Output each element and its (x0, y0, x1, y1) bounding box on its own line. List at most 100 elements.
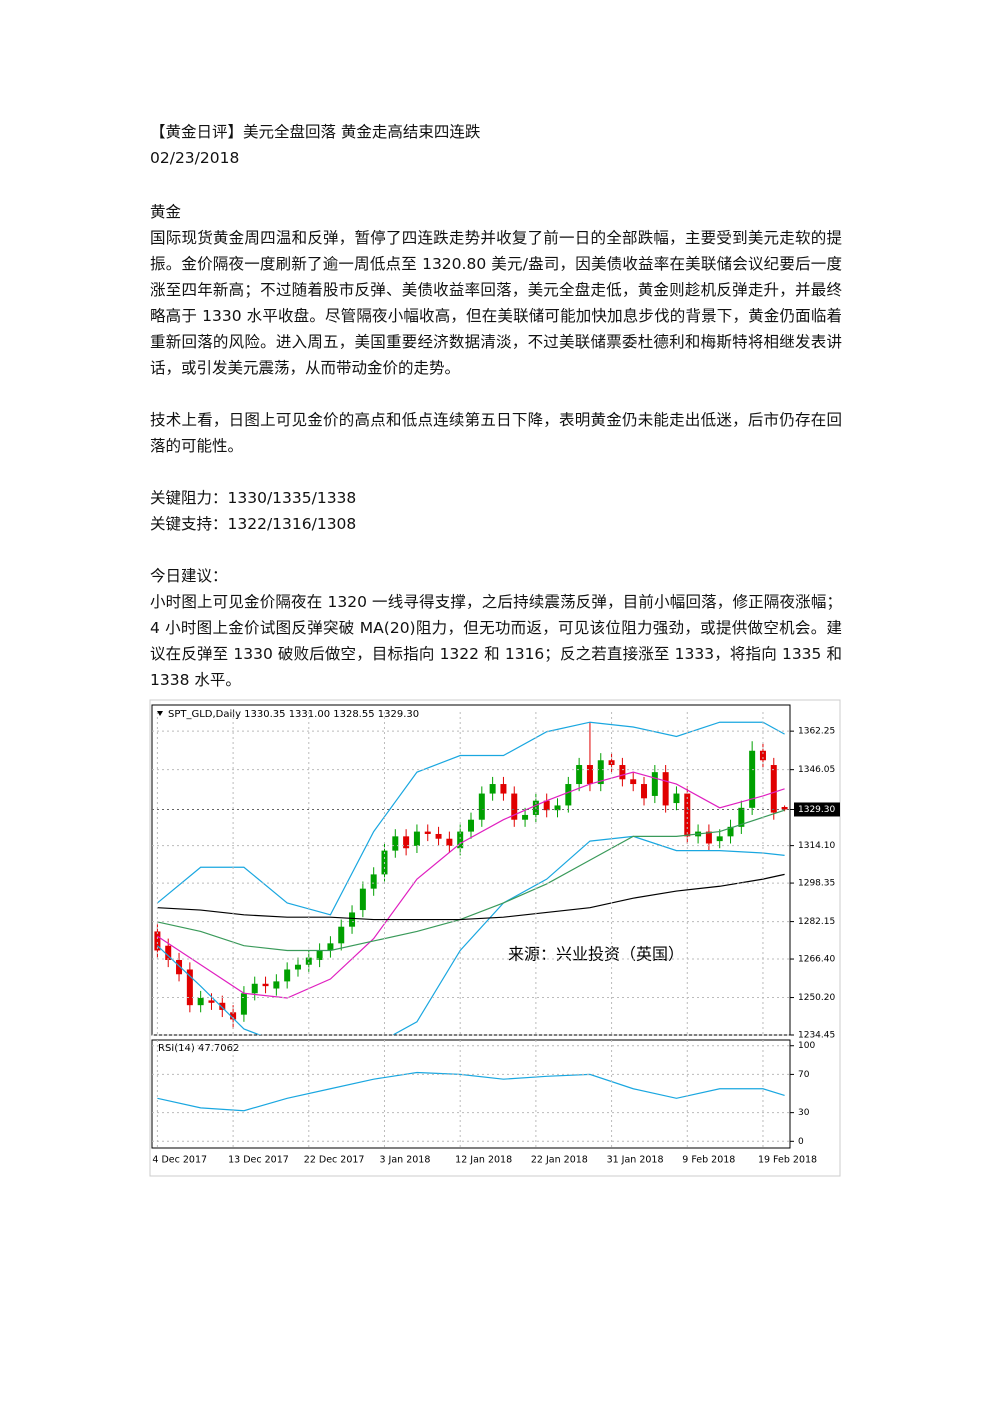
candle-body (186, 969, 193, 1006)
y-tick-label: 1282.15 (798, 917, 835, 927)
y-tick-label: 1298.35 (798, 879, 835, 889)
x-tick-label: 22 Dec 2017 (304, 1155, 365, 1166)
candle-body (208, 1000, 215, 1003)
x-tick-label: 31 Jan 2018 (607, 1155, 664, 1166)
y-tick-label: 1362.25 (798, 727, 835, 737)
x-tick-label: 3 Jan 2018 (379, 1155, 430, 1166)
y-tick-label: 1234.45 (798, 1031, 835, 1041)
candle-body (413, 831, 420, 846)
paragraph: 国际现货黄金周四温和反弹，暂停了四连跌走势并收复了前一日的全部跌幅，主要受到美元… (150, 229, 842, 377)
x-tick-label: 22 Jan 2018 (531, 1155, 588, 1166)
date: 02/23/2018 (150, 149, 240, 167)
candle-body (165, 945, 172, 960)
candle-body (673, 793, 680, 804)
y-tick-label: 30 (798, 1108, 810, 1118)
candle-body (630, 779, 637, 785)
section-heading: 黄金 (150, 203, 182, 221)
candle-body (230, 1012, 237, 1020)
candle-body (424, 831, 431, 834)
candle-body (554, 805, 561, 811)
candle-body (641, 784, 648, 799)
rsi-title: RSI(14) 47.7062 (158, 1043, 239, 1054)
y-tick-label: 100 (798, 1041, 815, 1051)
candle-body (327, 943, 334, 951)
candle-body (759, 750, 766, 761)
advice-heading: 今日建议： (150, 567, 228, 585)
candle-body (446, 838, 453, 846)
candle-body (619, 765, 626, 780)
rsi-line (157, 1071, 785, 1112)
header: 【黄金日评】美元全盘回落 黄金走高结束四连跌 02/23/2018 (150, 119, 842, 171)
candle-body (489, 784, 496, 794)
x-tick-label: 13 Dec 2017 (228, 1155, 289, 1166)
candle-body (727, 826, 734, 837)
body: 黄金 国际现货黄金周四温和反弹，暂停了四连跌走势并收复了前一日的全部跌幅，主要受… (150, 199, 842, 693)
y-tick-label: 1266.40 (798, 955, 835, 965)
candle-body (705, 831, 712, 844)
overlay-line (156, 835, 785, 1035)
y-tick-label: 70 (798, 1070, 810, 1080)
candle-body (457, 831, 464, 849)
candle-body (597, 760, 604, 785)
x-tick-label: 19 Feb 2018 (758, 1155, 817, 1166)
candle-body (392, 836, 399, 851)
price-panel (151, 704, 791, 1036)
candle-body (154, 931, 161, 951)
candle-body (586, 765, 593, 785)
candle-body (219, 1002, 226, 1010)
candle-body (338, 926, 345, 944)
overlay-line (157, 873, 785, 921)
candle-body (565, 784, 572, 806)
advice: 小时图上可见金价隔夜在 1320 一线寻得支撑，之后持续震荡反弹，目前小幅回落，… (150, 593, 842, 689)
candle-body (738, 807, 745, 827)
candle-body (262, 983, 269, 987)
candle-body (273, 981, 280, 989)
candle-body (370, 874, 377, 889)
menu-arrow (157, 711, 163, 716)
candle-body (316, 950, 323, 960)
overlay-line (157, 771, 785, 999)
rsi-panel (151, 1039, 791, 1149)
candle-body (403, 836, 410, 849)
candle-body (770, 765, 777, 813)
chart-title: SPT_GLD,Daily 1330.35 1331.00 1328.55 13… (168, 709, 419, 720)
candle-body (305, 957, 312, 965)
candle-body (749, 750, 756, 808)
x-tick-label: 12 Jan 2018 (455, 1155, 512, 1166)
overlay-line (157, 809, 785, 952)
candle-body (478, 793, 485, 820)
candle-body (576, 765, 583, 785)
candle-body (197, 998, 204, 1006)
candle-body (543, 800, 550, 811)
candle-body (662, 772, 669, 806)
candle-body (781, 806, 788, 810)
support: 关键支持：1322/1316/1308 (150, 515, 357, 533)
y-tick-label: 1250.20 (798, 993, 835, 1003)
paragraph: 技术上看，日图上可见金价的高点和低点连续第五日下降，表明黄金仍未能走出低迷，后市… (150, 411, 842, 455)
candle-body (651, 772, 658, 796)
candle-body (294, 964, 301, 970)
candle-body (716, 836, 723, 842)
y-tick-label: 0 (798, 1137, 804, 1147)
candle-body (511, 793, 518, 820)
candle-body (359, 888, 366, 911)
y-tick-label: 1329.30 (798, 805, 835, 815)
candle-body (435, 833, 442, 839)
y-tick-label: 1314.10 (798, 841, 835, 851)
overlay-line (157, 721, 785, 916)
x-tick-label: 4 Dec 2017 (152, 1155, 207, 1166)
current-price-box (794, 802, 840, 817)
annotation: 来源：兴业投资（英国） (508, 945, 684, 964)
candle-body (176, 959, 183, 975)
candle-body (251, 983, 258, 994)
candle-body (240, 993, 247, 1015)
candle-body (468, 819, 474, 832)
y-tick-label: 1346.05 (798, 765, 835, 775)
candle-body (349, 912, 356, 927)
title: 【黄金日评】美元全盘回落 黄金走高结束四连跌 (150, 123, 481, 141)
rsi-plot (157, 1071, 785, 1112)
candle-body (284, 969, 291, 982)
candle-body (522, 814, 529, 820)
